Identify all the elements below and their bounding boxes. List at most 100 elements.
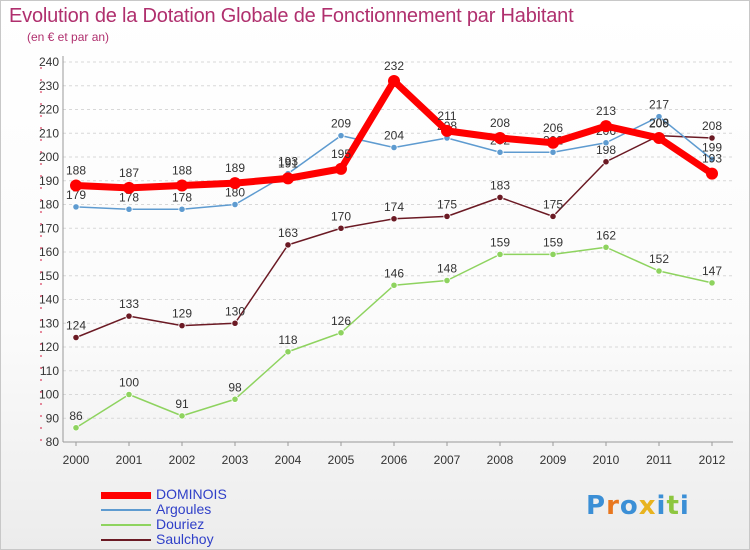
data-label: 170 xyxy=(331,209,351,223)
data-point xyxy=(284,348,292,356)
y-tick-label: 110 xyxy=(40,364,59,378)
axis-dot xyxy=(40,295,42,297)
data-label: 211 xyxy=(437,109,456,123)
data-label: 126 xyxy=(331,314,351,328)
axis-dot xyxy=(40,271,42,273)
axis-dot xyxy=(40,199,42,201)
data-label: 208 xyxy=(649,116,669,130)
data-label: 198 xyxy=(596,143,616,157)
data-point xyxy=(549,212,557,220)
data-point xyxy=(706,167,718,180)
data-label: 183 xyxy=(490,178,510,192)
data-label: 98 xyxy=(228,380,242,394)
data-label: 232 xyxy=(384,59,404,73)
data-point xyxy=(229,177,241,190)
axis-dot xyxy=(40,379,42,381)
data-label: 193 xyxy=(702,152,722,166)
data-point xyxy=(443,276,451,285)
x-tick-label: 2012 xyxy=(699,453,726,467)
data-label: 163 xyxy=(278,226,298,240)
data-label: 178 xyxy=(172,190,192,204)
data-point xyxy=(176,179,188,192)
axis-dot xyxy=(40,67,42,69)
y-tick-label: 130 xyxy=(39,316,59,330)
data-label: 208 xyxy=(702,119,722,133)
data-label: 159 xyxy=(543,235,563,249)
data-label: 162 xyxy=(596,228,616,242)
axis-dot xyxy=(40,127,42,129)
axis-dot xyxy=(40,187,42,189)
data-label: 213 xyxy=(596,104,616,118)
x-tick-label: 2011 xyxy=(646,453,672,467)
data-point xyxy=(390,143,398,152)
data-point xyxy=(337,224,345,232)
axis-dot xyxy=(40,403,42,405)
x-tick-label: 2002 xyxy=(169,453,196,467)
data-label: 118 xyxy=(278,333,297,347)
chart-title: Evolution de la Dotation Globale de Fonc… xyxy=(9,5,574,27)
data-point xyxy=(494,132,506,144)
data-point xyxy=(549,250,557,258)
legend-label: DOMINOIS xyxy=(156,486,227,502)
x-tick-label: 2003 xyxy=(222,453,249,467)
data-label: 187 xyxy=(119,166,139,180)
axis-dot xyxy=(40,103,42,105)
data-label: 206 xyxy=(543,121,563,135)
data-point xyxy=(388,75,400,87)
x-tick-label: 2008 xyxy=(487,453,514,467)
data-label: 191 xyxy=(278,156,298,170)
chart-subtitle: (en € et par an) xyxy=(27,30,110,44)
axis-dot xyxy=(40,247,42,249)
data-label: 100 xyxy=(119,376,139,390)
data-label: 159 xyxy=(490,235,510,249)
data-point xyxy=(549,148,557,156)
data-point xyxy=(496,193,504,201)
data-label: 91 xyxy=(175,397,189,411)
data-point xyxy=(655,113,663,121)
data-label: 129 xyxy=(172,307,192,321)
data-point xyxy=(602,158,610,166)
data-label: 204 xyxy=(384,129,404,143)
logo-letter: t xyxy=(666,491,680,521)
axis-dot xyxy=(40,139,42,141)
y-tick-label: 210 xyxy=(39,126,59,140)
data-point xyxy=(231,319,239,327)
data-point xyxy=(178,412,186,420)
axis-dot xyxy=(40,331,42,333)
data-label: 178 xyxy=(119,190,139,204)
axis-dot xyxy=(40,355,42,357)
data-label: 188 xyxy=(172,164,192,178)
axis-dot xyxy=(40,283,42,285)
data-point xyxy=(602,243,610,251)
data-point xyxy=(125,390,133,399)
data-point xyxy=(72,203,80,211)
logo-letter: x xyxy=(638,491,657,521)
data-point xyxy=(72,333,80,342)
data-label: 148 xyxy=(437,262,457,276)
data-point xyxy=(337,132,345,140)
data-label: 175 xyxy=(543,197,563,211)
data-point xyxy=(72,424,80,432)
data-point xyxy=(602,139,610,147)
data-point xyxy=(284,241,292,249)
axis-dot xyxy=(40,211,42,213)
axis-dot xyxy=(40,235,42,237)
data-label: 130 xyxy=(225,304,245,318)
x-tick-label: 2009 xyxy=(540,453,567,467)
y-tick-label: 160 xyxy=(39,245,59,259)
legend-label: Saulchoy xyxy=(156,531,214,547)
x-tick-label: 2007 xyxy=(434,453,461,467)
data-point xyxy=(390,281,398,289)
legend-label: Douriez xyxy=(156,516,205,532)
x-tick-label: 2010 xyxy=(593,453,620,467)
y-tick-label: 90 xyxy=(46,411,60,425)
proxiti-logo: Proxiti xyxy=(586,491,690,521)
data-point xyxy=(335,162,347,175)
data-label: 193 xyxy=(278,155,298,169)
data-point xyxy=(600,120,612,133)
data-point xyxy=(337,329,345,337)
axis-dot xyxy=(40,79,42,81)
data-point xyxy=(70,179,82,192)
data-label: 124 xyxy=(66,319,86,333)
